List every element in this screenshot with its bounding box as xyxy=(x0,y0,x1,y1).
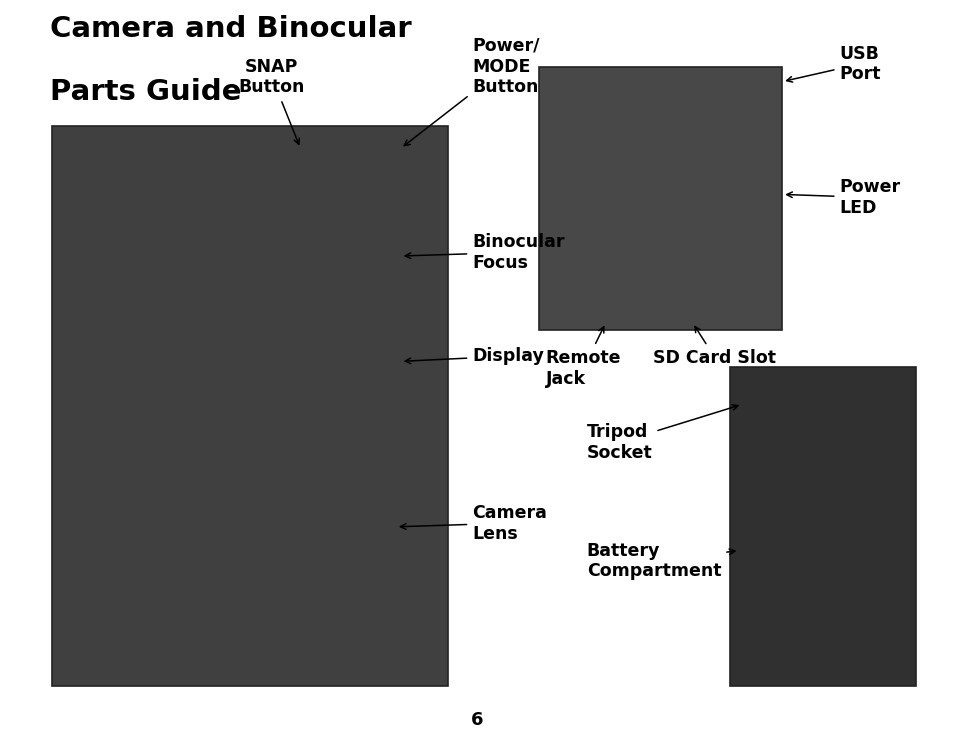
Text: Camera
Lens: Camera Lens xyxy=(400,504,546,542)
Text: Binocular
Focus: Binocular Focus xyxy=(405,233,564,272)
Bar xyxy=(538,67,781,330)
Text: Tripod
Socket: Tripod Socket xyxy=(586,404,738,462)
Text: Remote
Jack: Remote Jack xyxy=(545,326,620,387)
Text: Parts Guide: Parts Guide xyxy=(50,78,241,106)
Text: 6: 6 xyxy=(470,711,483,729)
Text: SNAP
Button: SNAP Button xyxy=(238,58,305,144)
Text: USB
Port: USB Port xyxy=(786,45,881,83)
Text: SD Card Slot: SD Card Slot xyxy=(653,326,776,367)
Bar xyxy=(729,367,915,686)
Text: Camera and Binocular: Camera and Binocular xyxy=(50,15,411,43)
Bar xyxy=(52,126,448,686)
Text: Power/
MODE
Button: Power/ MODE Button xyxy=(404,37,539,145)
Text: Power
LED: Power LED xyxy=(786,178,900,217)
Text: Display: Display xyxy=(405,347,543,365)
Text: Battery
Compartment: Battery Compartment xyxy=(586,542,734,580)
